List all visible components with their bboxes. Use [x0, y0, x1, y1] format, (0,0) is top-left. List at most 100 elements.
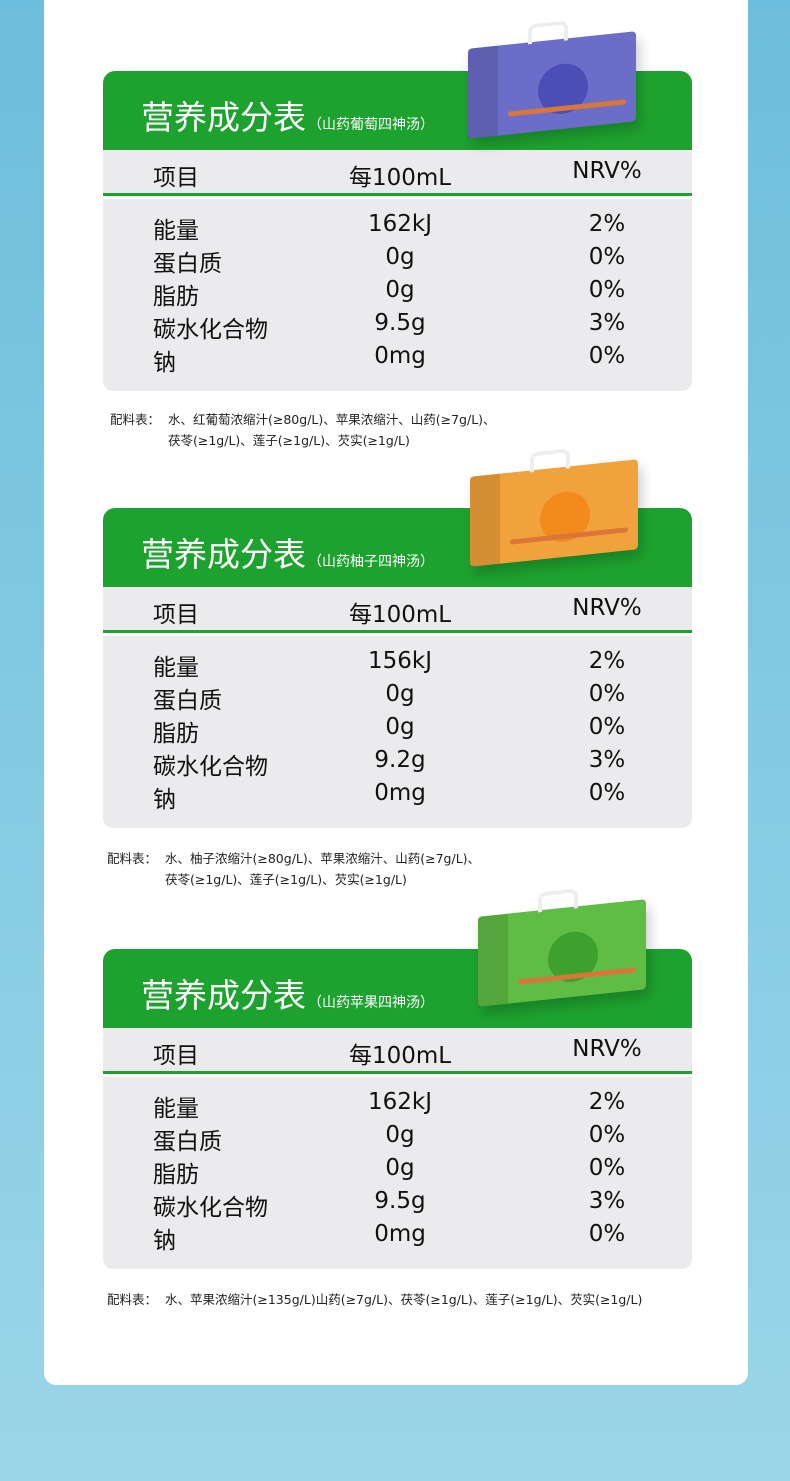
nutrient-name: 蛋白质: [153, 688, 222, 714]
table-title: 营养成分表: [141, 976, 306, 1015]
grape-product-box: [468, 20, 636, 139]
box-handle: [530, 448, 570, 473]
nutrient-value: 162kJ: [368, 1089, 433, 1115]
nutrient-row: 蛋白质 0g 0%: [103, 1120, 692, 1155]
ingredients: 配料表： 水、苹果浓缩汁(≥135g/L)山药(≥7g/L)、茯苓(≥1g/L)、…: [107, 1289, 642, 1310]
nutrient-value: 0mg: [374, 1221, 426, 1247]
nutrient-value: 0g: [385, 681, 415, 707]
box-handle: [538, 888, 578, 913]
nutrient-name: 钠: [153, 350, 176, 376]
ingredients-label: 配料表：: [107, 851, 158, 866]
table-body: 能量 156kJ 2% 蛋白质 0g 0% 脂肪 0g 0% 碳水化合物 9.2…: [103, 636, 692, 828]
column-header-row: 项目 每100mL NRV%: [103, 150, 692, 196]
nutrient-row: 能量 162kJ 2%: [103, 209, 692, 244]
pomelo-product-box: [470, 448, 638, 567]
column-per100: 每100mL: [348, 602, 452, 628]
nutrient-value: 0g: [385, 244, 415, 270]
nutrient-row: 能量 162kJ 2%: [103, 1087, 692, 1122]
nutrient-row: 碳水化合物 9.5g 3%: [103, 308, 692, 343]
nutrient-row: 碳水化合物 9.5g 3%: [103, 1186, 692, 1221]
nutrient-value: 0g: [385, 714, 415, 740]
nutrient-name: 碳水化合物: [153, 317, 268, 343]
nutrient-row: 钠 0mg 0%: [103, 1219, 692, 1254]
nutrient-name: 脂肪: [153, 284, 199, 310]
ingredients-line: 茯苓(≥1g/L)、莲子(≥1g/L)、芡实(≥1g/L): [168, 433, 410, 448]
column-item: 项目: [153, 1043, 199, 1069]
column-item: 项目: [153, 165, 199, 191]
box-handle: [528, 20, 568, 45]
nutrient-name: 蛋白质: [153, 1129, 222, 1155]
nutrient-nrv: 0%: [588, 714, 626, 740]
column-header-row: 项目 每100mL NRV%: [103, 1028, 692, 1074]
nutrient-nrv: 3%: [588, 310, 626, 336]
ingredients-label: 配料表：: [107, 1292, 158, 1307]
ingredients-line: 水、红葡萄浓缩汁(≥80g/L)、苹果浓缩汁、山药(≥7g/L)、: [168, 412, 496, 427]
nutrient-name: 钠: [153, 787, 176, 813]
nutrient-nrv: 2%: [588, 648, 626, 674]
nutrient-name: 碳水化合物: [153, 1195, 268, 1221]
nutrient-row: 蛋白质 0g 0%: [103, 242, 692, 277]
nutrient-nrv: 0%: [588, 1155, 626, 1181]
nutrient-value: 0g: [385, 277, 415, 303]
column-per100: 每100mL: [348, 1043, 452, 1069]
nutrient-value: 9.2g: [374, 747, 426, 773]
ingredients: 配料表： 水、柚子浓缩汁(≥80g/L)、苹果浓缩汁、山药(≥7g/L)、 茯苓(…: [107, 848, 480, 890]
nutrient-name: 蛋白质: [153, 251, 222, 277]
column-nrv: NRV%: [572, 595, 642, 621]
column-nrv: NRV%: [572, 158, 642, 184]
nutrient-name: 脂肪: [153, 721, 199, 747]
ingredients-line: 水、柚子浓缩汁(≥80g/L)、苹果浓缩汁、山药(≥7g/L)、: [165, 851, 481, 866]
nutrient-value: 0mg: [374, 343, 426, 369]
nutrient-row: 脂肪 0g 0%: [103, 1153, 692, 1188]
nutrient-nrv: 3%: [588, 747, 626, 773]
nutrient-nrv: 2%: [588, 1089, 626, 1115]
nutrient-nrv: 0%: [588, 1122, 626, 1148]
nutrient-name: 碳水化合物: [153, 754, 268, 780]
nutrient-row: 脂肪 0g 0%: [103, 712, 692, 747]
nutrient-name: 能量: [153, 218, 199, 244]
nutrient-value: 162kJ: [368, 211, 433, 237]
column-header-row: 项目 每100mL NRV%: [103, 587, 692, 633]
nutrient-nrv: 2%: [588, 211, 626, 237]
nutrient-row: 能量 156kJ 2%: [103, 646, 692, 681]
nutrient-row: 碳水化合物 9.2g 3%: [103, 745, 692, 780]
nutrient-name: 钠: [153, 1228, 176, 1254]
table-title: 营养成分表: [141, 98, 306, 137]
ingredients-line: 茯苓(≥1g/L)、莲子(≥1g/L)、芡实(≥1g/L): [165, 872, 407, 887]
nutrient-nrv: 0%: [588, 681, 626, 707]
column-nrv: NRV%: [572, 1036, 642, 1062]
column-per100: 每100mL: [348, 165, 452, 191]
nutrition-table: 营养成分表 （山药柚子四神汤） 项目 每100mL NRV% 能量 156kJ 2…: [103, 508, 692, 828]
nutrient-row: 蛋白质 0g 0%: [103, 679, 692, 714]
nutrient-name: 脂肪: [153, 1162, 199, 1188]
nutrition-table: 营养成分表 （山药苹果四神汤） 项目 每100mL NRV% 能量 162kJ 2…: [103, 949, 692, 1269]
nutrient-name: 能量: [153, 1096, 199, 1122]
nutrient-nrv: 0%: [588, 780, 626, 806]
nutrient-row: 钠 0mg 0%: [103, 341, 692, 376]
nutrient-nrv: 0%: [588, 244, 626, 270]
ingredients-label: 配料表：: [110, 412, 161, 427]
nutrient-value: 0g: [385, 1122, 415, 1148]
nutrient-value: 9.5g: [374, 310, 426, 336]
box-side: [468, 45, 498, 139]
nutrient-value: 156kJ: [368, 648, 433, 674]
nutrient-nrv: 3%: [588, 1188, 626, 1214]
nutrient-nrv: 0%: [588, 277, 626, 303]
table-subtitle: （山药苹果四神汤）: [308, 995, 434, 1011]
box-side: [478, 913, 508, 1007]
column-item: 项目: [153, 602, 199, 628]
nutrient-value: 0g: [385, 1155, 415, 1181]
nutrient-value: 9.5g: [374, 1188, 426, 1214]
table-body: 能量 162kJ 2% 蛋白质 0g 0% 脂肪 0g 0% 碳水化合物 9.5…: [103, 1077, 692, 1269]
box-side: [470, 473, 500, 567]
nutrient-value: 0mg: [374, 780, 426, 806]
table-subtitle: （山药葡萄四神汤）: [308, 117, 434, 133]
table-subtitle: （山药柚子四神汤）: [308, 554, 434, 570]
nutrient-nrv: 0%: [588, 1221, 626, 1247]
table-body: 能量 162kJ 2% 蛋白质 0g 0% 脂肪 0g 0% 碳水化合物 9.5…: [103, 199, 692, 391]
nutrient-row: 钠 0mg 0%: [103, 778, 692, 813]
nutrient-nrv: 0%: [588, 343, 626, 369]
nutrient-row: 脂肪 0g 0%: [103, 275, 692, 310]
ingredients-line: 水、苹果浓缩汁(≥135g/L)山药(≥7g/L)、茯苓(≥1g/L)、莲子(≥…: [165, 1292, 643, 1307]
apple-product-box: [478, 888, 646, 1007]
